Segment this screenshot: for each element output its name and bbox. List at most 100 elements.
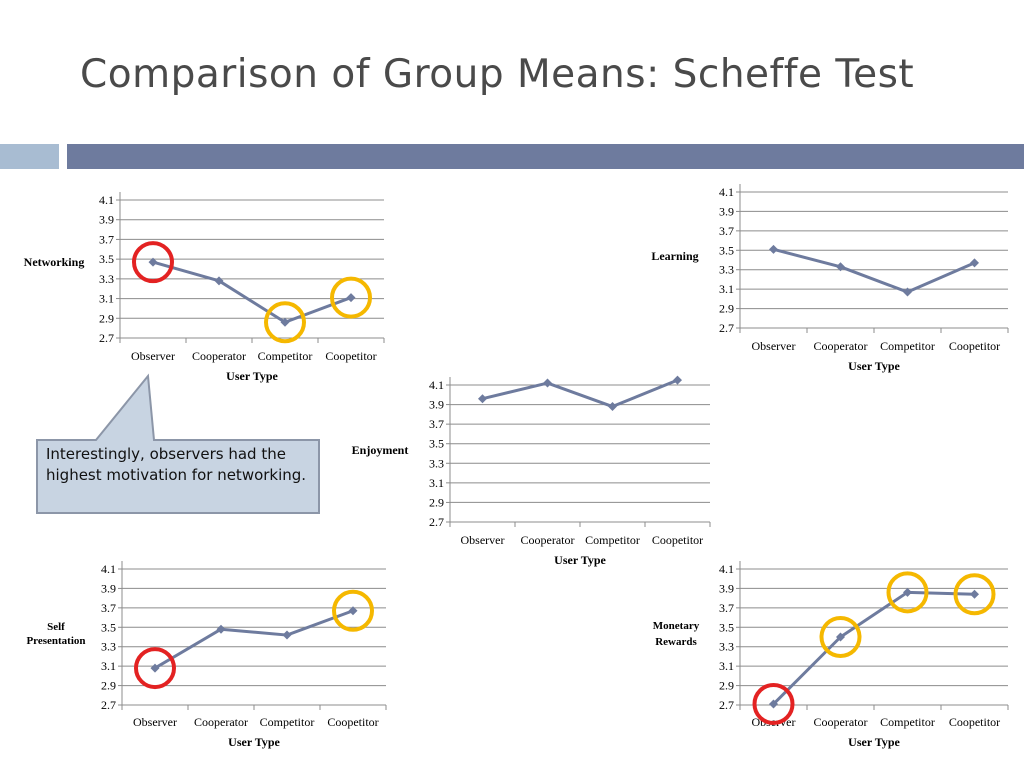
- y-tick-label: 3.1: [719, 282, 734, 296]
- y-tick-label: 2.9: [101, 679, 116, 693]
- x-axis-title: User Type: [848, 735, 900, 749]
- x-tick-label: Competitor: [260, 715, 315, 729]
- y-tick-label: 2.9: [719, 679, 734, 693]
- data-point: [903, 287, 912, 297]
- y-tick-label: 3.5: [719, 620, 734, 634]
- y-tick-label: 2.7: [429, 515, 444, 529]
- data-point: [970, 258, 979, 268]
- highlight-circle: [819, 616, 862, 658]
- y-tick-label: 3.9: [719, 581, 734, 595]
- y-tick-label: 2.7: [99, 331, 114, 345]
- y-tick-label: 4.1: [99, 193, 114, 207]
- y-tick-label: 3.5: [429, 437, 444, 451]
- data-point: [970, 589, 979, 599]
- x-tick-label: Observer: [461, 533, 505, 547]
- y-tick-label: 3.3: [101, 640, 116, 654]
- data-point: [543, 378, 552, 388]
- highlight-circle: [264, 301, 306, 344]
- highlight-circle: [132, 241, 174, 284]
- y-tick-label: 3.1: [719, 659, 734, 673]
- x-tick-label: Competitor: [880, 715, 935, 729]
- x-tick-label: Cooperator: [521, 533, 575, 547]
- y-tick-label: 4.1: [719, 185, 734, 199]
- y-tick-label: 3.3: [719, 263, 734, 277]
- data-point: [836, 632, 845, 642]
- x-tick-label: Observer: [752, 339, 796, 353]
- data-point: [148, 257, 158, 267]
- y-tick-label: 2.7: [101, 698, 116, 712]
- chart-enjoyment: 2.7 2.9 3.1 3.3 3.5 3.7 3.9 4.1 Observer Cooperat…: [352, 375, 711, 567]
- x-tick-label: Competitor: [880, 339, 935, 353]
- header-accent-bar-right: [67, 144, 1024, 169]
- x-tick-label: Cooperator: [194, 715, 248, 729]
- chart-self-presentation: 2.7 2.9 3.1 3.3 3.5 3.7 3.9 4.1 Observer Cooperat…: [26, 561, 387, 749]
- y-tick-label: 3.3: [429, 456, 444, 470]
- data-point: [150, 663, 160, 673]
- data-point: [214, 276, 224, 286]
- y-tick-label: 3.5: [101, 620, 116, 634]
- data-point: [608, 402, 617, 412]
- y-tick-label: 3.9: [719, 204, 734, 218]
- y-tick-label: 3.7: [99, 232, 114, 246]
- highlight-circle: [134, 647, 176, 690]
- callout-text: Interestingly, observers had the highest…: [46, 445, 307, 484]
- chart-networking: 2.7 2.9 3.1 3.3 3.5 3.7 3.9 4.1 Observer Cooperat…: [24, 192, 385, 383]
- y-tick-label: 2.7: [719, 321, 734, 335]
- y-tick-label: 3.9: [101, 581, 116, 595]
- data-point: [280, 317, 290, 327]
- x-axis-title: User Type: [228, 735, 280, 749]
- y-tick-label: 3.9: [99, 213, 114, 227]
- x-tick-label: Observer: [133, 715, 177, 729]
- y-axis-title: Monetary: [653, 620, 700, 632]
- x-axis-title: User Type: [226, 369, 278, 383]
- y-tick-label: 3.7: [429, 417, 444, 431]
- highlight-circle: [332, 589, 374, 632]
- data-point: [282, 630, 292, 640]
- y-tick-label: 3.5: [99, 252, 114, 266]
- data-point: [348, 606, 358, 616]
- y-tick-label: 3.1: [99, 292, 114, 306]
- series-line: [152, 260, 352, 324]
- y-tick-label: 3.3: [719, 640, 734, 654]
- x-tick-label: Coopetitor: [327, 715, 378, 729]
- y-tick-label: 4.1: [101, 562, 116, 576]
- y-tick-label: 3.1: [101, 659, 116, 673]
- series-line: [154, 609, 354, 670]
- x-axis-title: User Type: [848, 359, 900, 373]
- y-tick-label: 2.9: [99, 311, 114, 325]
- series-line: [482, 378, 679, 409]
- y-tick-label: 3.7: [719, 601, 734, 615]
- x-tick-label: Competitor: [585, 533, 640, 547]
- y-tick-label: 3.3: [99, 272, 114, 286]
- y-tick-label: 3.9: [429, 398, 444, 412]
- series-line: [773, 247, 976, 294]
- x-axis-title: User Type: [554, 553, 606, 567]
- y-tick-label: 4.1: [719, 562, 734, 576]
- y-axis-title: Learning: [651, 249, 698, 263]
- y-tick-label: 3.7: [101, 601, 116, 615]
- data-point: [478, 394, 487, 404]
- page-title: Comparison of Group Means: Scheffe Test: [80, 52, 915, 97]
- y-tick-label: 4.1: [429, 378, 444, 392]
- y-tick-label: 3.1: [429, 476, 444, 490]
- data-point: [216, 624, 226, 634]
- y-axis-title: Rewards: [655, 636, 697, 648]
- data-point: [346, 293, 356, 303]
- highlight-circle: [953, 573, 996, 616]
- y-axis-title: Presentation: [26, 635, 85, 647]
- data-point: [673, 375, 682, 385]
- y-axis-title: Self: [47, 621, 65, 633]
- y-tick-label: 2.9: [429, 495, 444, 509]
- highlight-circle: [886, 571, 929, 614]
- x-tick-label: Competitor: [258, 349, 313, 363]
- series-line: [772, 590, 975, 706]
- x-tick-label: Observer: [131, 349, 175, 363]
- highlight-circle: [752, 683, 795, 726]
- data-point: [903, 587, 912, 597]
- x-tick-label: Coopetitor: [949, 339, 1000, 353]
- y-axis-title: Enjoyment: [352, 443, 409, 457]
- y-tick-label: 3.7: [719, 224, 734, 238]
- x-tick-label: Coopetitor: [949, 715, 1000, 729]
